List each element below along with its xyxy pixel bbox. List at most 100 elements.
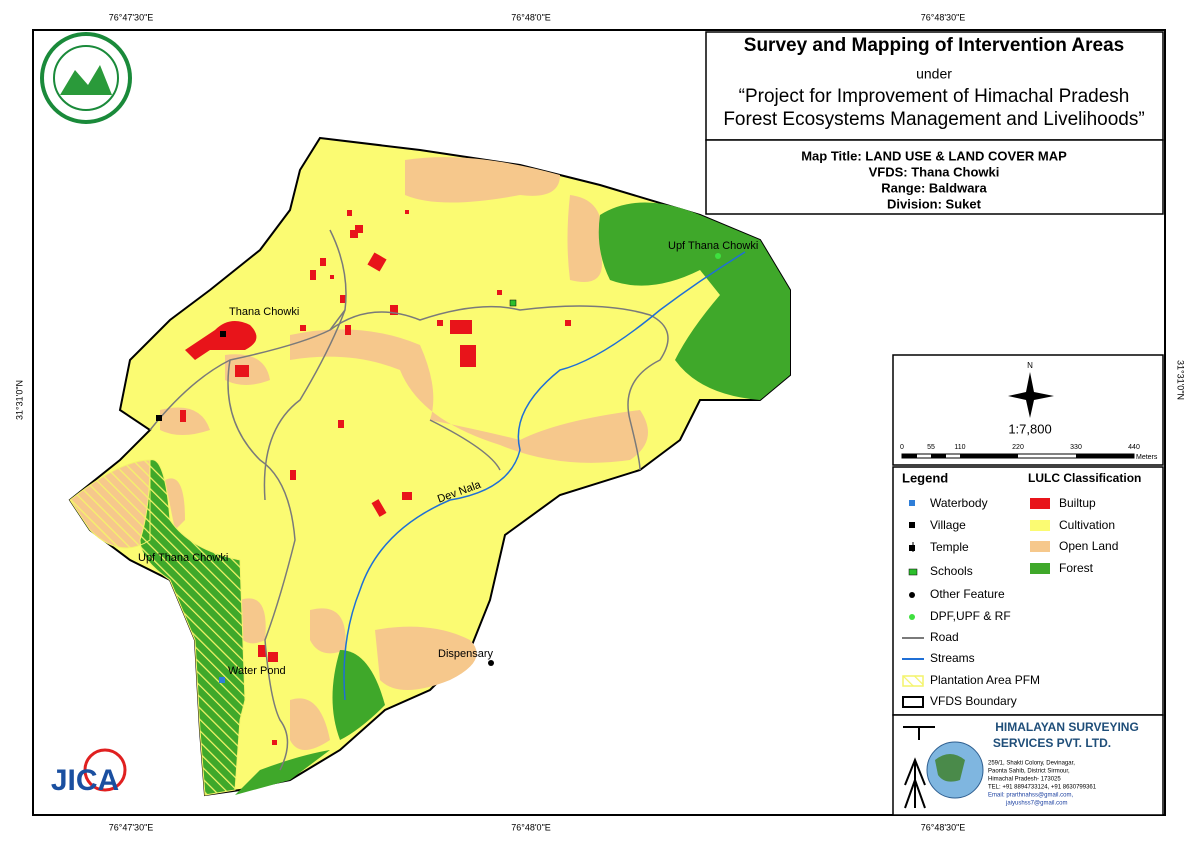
lulc-item: Cultivation [1059,518,1115,532]
address-line: Himachal Pradesh- 173025 [988,777,1061,783]
coords: 76°47'30"E 76°48'0"E 76°48'30"E 76°47'30… [14,12,1185,832]
legend-item: Waterbody [930,496,988,510]
map-info: Range: Baldwara [881,180,987,195]
scale-ratio: 1:7,800 [1008,421,1051,436]
legend-item: Plantation Area PFM [930,673,1040,687]
lulc-item: Open Land [1059,539,1118,553]
map-shape [149,305,669,471]
address-line: Email: prarthnahss@gmail.com, [988,793,1073,799]
header-box: Survey and Mapping of Intervention Areas… [705,31,1164,141]
map-shape [909,614,915,620]
scale-tick: 55 [927,444,935,451]
village-marker [220,331,226,337]
map-shape [185,321,257,360]
legend-item: Streams [930,651,975,665]
map-shape [235,750,330,795]
map-shape [375,626,477,690]
map-area: Thana Chowki Upf Thana Chowki Upf Thana … [68,136,791,797]
map-shape [310,608,346,654]
coord-top: 76°47'30"E [109,12,154,22]
north-scale-box: N 1:7,800 0 55 110 220 330 440 Meters [892,354,1164,466]
place-label: Upf Thana Chowki [668,240,758,252]
map-shape [332,650,385,740]
header-project: “Project for Improvement of Himachal Pra… [739,86,1130,107]
address-line: jaiyushss7@gmail.com [1005,801,1067,807]
place-label: Upf Thana Chowki [138,552,228,564]
scale-tick: 110 [954,444,965,451]
map-shape [705,139,1164,215]
company-name: SERVICES PVT. LTD. [993,736,1111,750]
school-marker [509,299,517,307]
map-shape [53,45,119,111]
map-shape [405,210,409,214]
map-shape [892,354,1164,466]
map-shape [1030,498,1050,509]
map-shape [272,740,277,745]
map-shape [367,252,387,272]
map-shape [902,696,924,708]
map-shape [390,305,398,315]
map-shape [83,748,127,792]
coord-bottom: 76°48'30"E [921,822,966,832]
scale-unit: Meters [1136,454,1158,461]
map-shape [705,31,1164,141]
place-label: Thana Chowki [229,306,299,318]
map-shape [1030,541,1050,552]
scale-tick: 220 [1012,444,1024,451]
map-shape [371,499,387,517]
map-shape [310,270,316,280]
map-shape [258,645,266,657]
map-shape [290,329,648,463]
dpf-marker [715,253,721,259]
map-shape [903,726,935,740]
address-line: Paonta Sahib, District Sirmour, [988,769,1070,775]
waterbody-marker [219,677,225,683]
map-shape [338,420,344,428]
company-address: 259/1, Shakti Colony, Devinagar, Paonta S… [988,761,1097,807]
legend-title: Legend [902,470,948,485]
lulc-item: Builtup [1059,496,1096,510]
map-info: Map Title: LAND USE & LAND COVER MAP [801,148,1067,163]
map-shape [165,478,185,530]
map-shape [1030,520,1050,531]
map-shape [235,365,249,377]
legend-item: VFDS Boundary [930,694,1017,708]
coord-top: 76°48'0"E [511,12,551,22]
map-shape [350,230,358,238]
builtup [180,210,571,745]
legend-items: Waterbody Village Temple Schools Other Featu… [930,496,1118,708]
map-shape [300,325,306,331]
map-shape [329,309,346,331]
map-shape [330,275,334,279]
roads [149,229,669,771]
legend-box: Legend LULC Classification [892,466,1164,716]
forest-dept-logo [40,32,132,124]
scale-tick: 0 [900,444,904,451]
map-shape [429,419,501,471]
map-shape [1030,563,1050,574]
map-info: Division: Suket [887,196,982,211]
north-label: N [1027,361,1033,370]
map-shape [1076,454,1134,458]
legend-item: Road [930,630,959,644]
coord-bottom: 76°47'30"E [109,822,154,832]
map-info-box: Map Title: LAND USE & LAND COVER MAP VFD… [705,139,1164,215]
map-shape [565,320,571,326]
header-under: under [916,66,952,82]
map-shape [909,500,915,506]
header-title: Survey and Mapping of Intervention Areas [744,35,1124,56]
lulc-title: LULC Classification [1028,471,1141,485]
map-info: VFDS: Thana Chowki [869,164,1000,179]
map-shape [60,65,112,95]
jica-logo: JICA [51,748,127,797]
address-line: TEL: +91 8894733124, +91 8630799361 [988,785,1097,791]
lulc-item: Forest [1059,561,1094,575]
north-arrow [1008,372,1054,418]
temple-marker [156,415,162,421]
scale-bar [901,453,1135,459]
map-shape [290,470,296,480]
address-line: 259/1, Shakti Colony, Devinagar, [988,761,1075,767]
company-name: HIMALAYAN SURVEYING [995,720,1139,734]
